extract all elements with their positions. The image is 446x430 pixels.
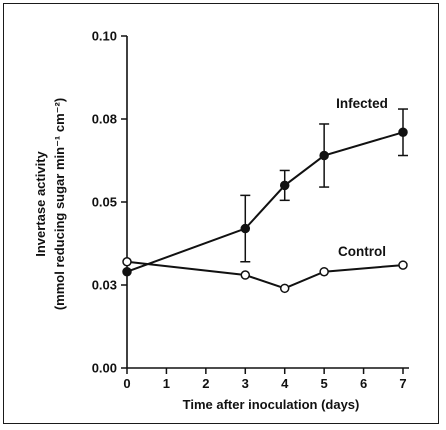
y-tick-label-3: 0.08: [92, 112, 117, 127]
x-tick-label-3: 3: [242, 376, 249, 391]
y-tick-label-2: 0.05: [92, 195, 117, 210]
series-infected: Infected: [122, 96, 408, 277]
x-tick-label-7: 7: [399, 376, 406, 391]
tick-labels: 0 1 2 3 4 5 6 7 0.00 0.03 0.05 0.08 0.10: [92, 29, 407, 392]
tick-marks: [121, 35, 404, 374]
point-control-7: [398, 260, 408, 270]
y-axis-label-line1: Invertase activity: [33, 150, 48, 256]
y-tick-label-0: 0.00: [92, 361, 117, 376]
figure-frame: [3, 3, 439, 424]
x-tick-label-0: 0: [123, 376, 130, 391]
point-control-5: [319, 266, 329, 277]
point-infected-7: [398, 127, 408, 138]
y-tick-label-4: 0.10: [92, 29, 117, 44]
series-label-control: Control: [338, 244, 386, 259]
point-control-3: [240, 270, 251, 280]
x-tick-label-4: 4: [281, 376, 289, 391]
point-control-0: [122, 257, 132, 267]
axes: [126, 36, 409, 369]
series-control: Control: [122, 244, 408, 294]
series-layer: Infected Control: [122, 96, 408, 294]
point-infected-0: [122, 266, 132, 277]
point-infected-3: [240, 223, 251, 234]
y-axis-label-line2: (mmol reducing sugar min⁻¹ cm⁻²): [52, 98, 67, 310]
point-control-4: [279, 283, 290, 294]
x-tick-label-6: 6: [360, 376, 367, 391]
series-line-control: [126, 260, 404, 290]
y-tick-label-1: 0.03: [92, 278, 117, 293]
series-label-infected: Infected: [336, 96, 388, 111]
x-tick-label-1: 1: [163, 376, 170, 391]
x-axis-label: Time after inoculation (days): [183, 397, 360, 412]
x-tick-label-5: 5: [321, 376, 328, 391]
point-infected-5: [319, 150, 329, 161]
point-infected-4: [279, 180, 290, 191]
x-tick-label-2: 2: [202, 376, 209, 391]
